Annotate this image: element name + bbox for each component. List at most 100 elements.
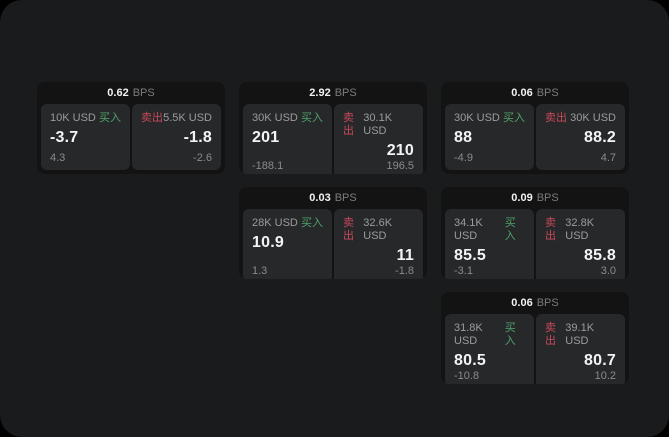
card-header: 2.92 BPS: [239, 82, 427, 104]
sell-label: 卖出: [343, 112, 354, 137]
buy-price: 10.9: [252, 234, 284, 251]
buy-panel-top: 34.1K USD 买入: [454, 217, 525, 243]
bps-unit-label: BPS: [536, 87, 559, 99]
card-header: 0.09 BPS: [441, 187, 629, 209]
buy-delta: -4.9: [454, 152, 473, 164]
buy-panel-top: 28K USD 买入: [252, 217, 323, 230]
buy-label: 买入: [301, 217, 323, 229]
buy-panel-top: 31.8K USD 买入: [454, 322, 525, 348]
buy-amount: 30K USD: [252, 112, 298, 124]
sell-panel[interactable]: 卖出 5.5K USD -1.8 -2.6: [132, 104, 221, 170]
panels-row: 31.8K USD 买入 80.5 -10.8 卖出 39.1K USD 80.…: [441, 314, 629, 384]
sell-price: 11: [396, 247, 414, 264]
bps-value: 2.92: [309, 87, 331, 99]
sell-panel-top: 卖出 30.1K USD: [343, 112, 414, 138]
sell-price: 80.7: [584, 352, 616, 369]
buy-label: 买入: [504, 217, 516, 242]
buy-delta: -188.1: [252, 160, 284, 172]
buy-delta: 4.3: [50, 152, 66, 164]
buy-amount: 10K USD: [50, 112, 96, 124]
bps-unit-label: BPS: [536, 297, 559, 309]
card-header: 0.06 BPS: [441, 82, 629, 104]
sell-delta: 4.7: [600, 152, 616, 164]
buy-amount: 31.8K USD: [454, 322, 483, 347]
buy-amount: 30K USD: [454, 112, 500, 124]
sell-label: 卖出: [545, 112, 567, 124]
bps-unit-label: BPS: [334, 87, 357, 99]
quote-card: 0.03 BPS 28K USD 买入 10.9 1.3 卖出 32.6K US…: [239, 187, 427, 279]
sell-panel[interactable]: 卖出 32.8K USD 85.8 3.0: [536, 209, 625, 279]
bps-value: 0.09: [511, 192, 533, 204]
sell-label: 卖出: [545, 217, 556, 242]
buy-panel[interactable]: 31.8K USD 买入 80.5 -10.8: [445, 314, 534, 384]
buy-price: 80.5: [454, 352, 486, 369]
card-header: 0.06 BPS: [441, 292, 629, 314]
sell-price: 85.8: [584, 247, 616, 264]
sell-label: 卖出: [141, 112, 163, 124]
buy-delta: -10.8: [454, 370, 480, 382]
panels-row: 30K USD 买入 201 -188.1 卖出 30.1K USD 210 1…: [239, 104, 427, 174]
panels-row: 10K USD 买入 -3.7 4.3 卖出 5.5K USD -1.8 -2.…: [37, 104, 225, 174]
bps-value: 0.03: [309, 192, 331, 204]
bps-unit-label: BPS: [132, 87, 155, 99]
sell-panel[interactable]: 卖出 39.1K USD 80.7 10.2: [536, 314, 625, 384]
sell-price: 210: [386, 142, 414, 159]
sell-panel[interactable]: 卖出 32.6K USD 11 -1.8: [334, 209, 423, 279]
sell-panel[interactable]: 卖出 30.1K USD 210 196.5: [334, 104, 423, 174]
sell-delta: 10.2: [594, 370, 616, 382]
buy-panel-top: 10K USD 买入: [50, 112, 121, 125]
buy-amount: 34.1K USD: [454, 217, 483, 242]
buy-panel[interactable]: 30K USD 买入 201 -188.1: [243, 104, 332, 174]
sell-panel-top: 卖出 39.1K USD: [545, 322, 616, 348]
buy-panel-top: 30K USD 买入: [252, 112, 323, 125]
bps-value: 0.06: [511, 297, 533, 309]
buy-panel[interactable]: 10K USD 买入 -3.7 4.3: [41, 104, 130, 170]
buy-panel[interactable]: 28K USD 买入 10.9 1.3: [243, 209, 332, 279]
buy-label: 买入: [99, 112, 121, 124]
sell-delta: -1.8: [395, 265, 414, 277]
sell-amount: 5.5K USD: [163, 112, 212, 124]
buy-panel-top: 30K USD 买入: [454, 112, 525, 125]
sell-delta: 3.0: [600, 265, 616, 277]
sell-panel[interactable]: 卖出 30K USD 88.2 4.7: [536, 104, 625, 170]
buy-label: 买入: [301, 112, 323, 124]
bps-value: 0.06: [511, 87, 533, 99]
bps-unit-label: BPS: [536, 192, 559, 204]
buy-price: 201: [252, 129, 280, 146]
sell-panel-top: 卖出 32.8K USD: [545, 217, 616, 243]
sell-label: 卖出: [545, 322, 556, 347]
card-header: 0.03 BPS: [239, 187, 427, 209]
sell-delta: -2.6: [193, 152, 212, 164]
sell-amount: 32.8K USD: [565, 217, 595, 242]
buy-price: -3.7: [50, 129, 79, 146]
buy-price: 85.5: [454, 247, 486, 264]
sell-amount: 30.1K USD: [363, 112, 393, 137]
quote-card: 0.62 BPS 10K USD 买入 -3.7 4.3 卖出 5.5K USD: [37, 82, 225, 174]
sell-price: 88.2: [584, 129, 616, 146]
buy-label: 买入: [504, 322, 516, 347]
card-header: 0.62 BPS: [37, 82, 225, 104]
panels-row: 34.1K USD 买入 85.5 -3.1 卖出 32.8K USD 85.8…: [441, 209, 629, 279]
sell-amount: 32.6K USD: [363, 217, 393, 242]
sell-amount: 39.1K USD: [565, 322, 595, 347]
sell-panel-top: 卖出 5.5K USD: [141, 112, 212, 125]
sell-amount: 30K USD: [570, 112, 616, 124]
quote-card: 0.06 BPS 30K USD 买入 88 -4.9 卖出 30K USD: [441, 82, 629, 174]
panels-row: 30K USD 买入 88 -4.9 卖出 30K USD 88.2 4.7: [441, 104, 629, 174]
buy-amount: 28K USD: [252, 217, 298, 229]
quote-card: 2.92 BPS 30K USD 买入 201 -188.1 卖出 30.1K …: [239, 82, 427, 174]
buy-label: 买入: [503, 112, 525, 124]
buy-panel[interactable]: 34.1K USD 买入 85.5 -3.1: [445, 209, 534, 279]
sell-delta: 196.5: [386, 160, 414, 172]
buy-price: 88: [454, 129, 473, 146]
panels-row: 28K USD 买入 10.9 1.3 卖出 32.6K USD 11 -1.8: [239, 209, 427, 279]
bps-value: 0.62: [107, 87, 129, 99]
quote-card: 0.06 BPS 31.8K USD 买入 80.5 -10.8 卖出 39.1…: [441, 292, 629, 384]
buy-delta: 1.3: [252, 265, 268, 277]
buy-delta: -3.1: [454, 265, 473, 277]
sell-panel-top: 卖出 32.6K USD: [343, 217, 414, 243]
buy-panel[interactable]: 30K USD 买入 88 -4.9: [445, 104, 534, 170]
quote-grid: 0.62 BPS 10K USD 买入 -3.7 4.3 卖出 5.5K USD: [37, 82, 629, 384]
sell-price: -1.8: [183, 129, 212, 146]
